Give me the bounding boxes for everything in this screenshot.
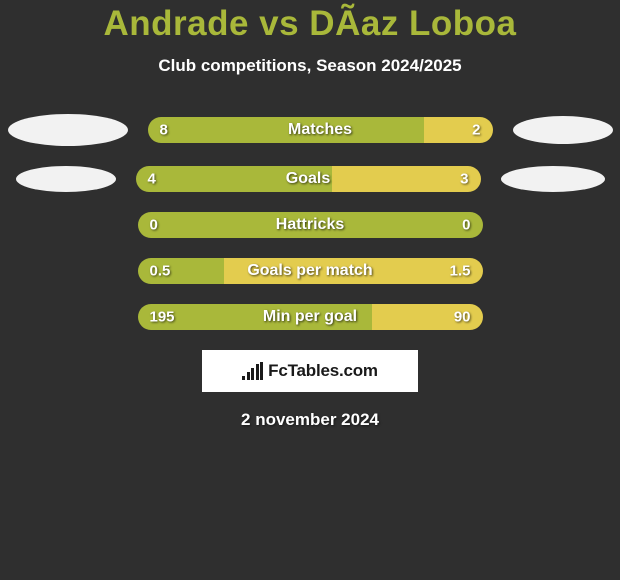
category-label: Min per goal bbox=[263, 308, 357, 326]
stat-bar: 8 2 Matches bbox=[148, 117, 493, 143]
stat-row: 195 90 Min per goal bbox=[0, 304, 620, 330]
category-label: Matches bbox=[288, 121, 352, 139]
player-badge-left bbox=[16, 166, 116, 192]
player-badge-right bbox=[501, 166, 605, 192]
category-label: Hattricks bbox=[276, 216, 344, 234]
category-label: Goals bbox=[286, 170, 330, 188]
page-title: Andrade vs DÃ­az Loboa bbox=[0, 4, 620, 44]
brand-box: FcTables.com bbox=[202, 350, 418, 392]
date-label: 2 november 2024 bbox=[0, 410, 620, 430]
value-right: 90 bbox=[454, 309, 471, 326]
bar-segment-left bbox=[148, 117, 424, 143]
bar-chart-icon bbox=[242, 362, 264, 380]
category-label: Goals per match bbox=[247, 262, 372, 280]
value-left: 8 bbox=[160, 122, 168, 139]
stat-bar: 4 3 Goals bbox=[136, 166, 481, 192]
value-left: 0.5 bbox=[150, 263, 171, 280]
bar-segment-right bbox=[332, 166, 480, 192]
player-badge-right bbox=[513, 116, 613, 144]
comparison-infographic: Andrade vs DÃ­az Loboa Club competitions… bbox=[0, 0, 620, 430]
stat-bar: 0.5 1.5 Goals per match bbox=[138, 258, 483, 284]
stat-row: 0 0 Hattricks bbox=[0, 212, 620, 238]
stat-bar: 195 90 Min per goal bbox=[138, 304, 483, 330]
value-right: 1.5 bbox=[450, 263, 471, 280]
value-left: 0 bbox=[150, 217, 158, 234]
stat-row: 8 2 Matches bbox=[0, 114, 620, 146]
brand-text: FcTables.com bbox=[268, 361, 378, 381]
stat-row: 4 3 Goals bbox=[0, 166, 620, 192]
player-badge-left bbox=[8, 114, 128, 146]
value-left: 4 bbox=[148, 171, 156, 188]
bar-segment-right bbox=[424, 117, 493, 143]
stat-bar: 0 0 Hattricks bbox=[138, 212, 483, 238]
stat-row: 0.5 1.5 Goals per match bbox=[0, 258, 620, 284]
subtitle: Club competitions, Season 2024/2025 bbox=[0, 56, 620, 76]
stat-rows: 8 2 Matches 4 3 Goals 0 0 Hattricks 0.5 1.5 Goals p… bbox=[0, 114, 620, 330]
value-left: 195 bbox=[150, 309, 175, 326]
value-right: 2 bbox=[472, 122, 480, 139]
value-right: 3 bbox=[460, 171, 468, 188]
value-right: 0 bbox=[462, 217, 470, 234]
